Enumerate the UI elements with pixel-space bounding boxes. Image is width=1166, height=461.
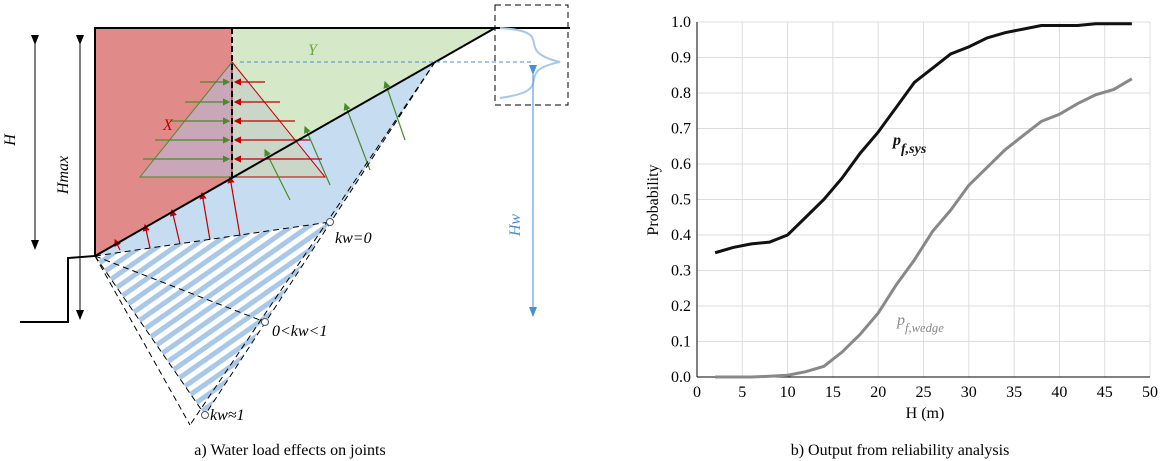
y-tick-label: 0.7 bbox=[671, 121, 691, 138]
y-tick-label: 0.6 bbox=[671, 156, 691, 173]
x-tick-label: 25 bbox=[916, 384, 932, 401]
x-tick-label: 40 bbox=[1051, 384, 1067, 401]
chart: H (m) Probability 0 5 10 15 20 25 30 35 40 45 50 0.… bbox=[645, 14, 1158, 422]
series-label: pf,sys bbox=[891, 132, 927, 157]
y-tick-label: 0.1 bbox=[671, 334, 691, 351]
y-tick-label: 0.3 bbox=[671, 263, 691, 280]
label-hmax: Hmax bbox=[55, 156, 72, 195]
y-tick-label: 0.9 bbox=[671, 50, 691, 67]
y-tick-label: 0.8 bbox=[671, 85, 691, 102]
y-tick-label: 0.5 bbox=[671, 192, 691, 209]
diagram: H Hmax X Y Hw kw=0 0<kw<1 kw≈1 a) Water … bbox=[2, 4, 1010, 459]
rock-block-x bbox=[95, 28, 232, 256]
series-line bbox=[715, 77, 1133, 379]
y-tick-label: 0.4 bbox=[671, 227, 691, 244]
joint bbox=[94, 27, 496, 257]
label-y: Y bbox=[308, 42, 319, 59]
label-x: X bbox=[162, 117, 174, 134]
x-tick-label: 10 bbox=[780, 384, 796, 401]
arrows-green bbox=[143, 78, 406, 201]
dashed-lines bbox=[94, 4, 569, 426]
series-label: pf,wedge bbox=[896, 312, 944, 335]
caption-a: a) Water load effects on joints bbox=[194, 442, 385, 459]
y-tick-label: 1.0 bbox=[671, 14, 691, 31]
x-tick-label: 45 bbox=[1097, 384, 1113, 401]
x-tick-label: 5 bbox=[738, 384, 746, 401]
y-tick-label: 0.2 bbox=[671, 298, 691, 315]
label-h: H bbox=[2, 133, 19, 147]
x-tick-label: 20 bbox=[870, 384, 886, 401]
x-tick-label: 30 bbox=[961, 384, 977, 401]
label-kw-mid: 0<kw<1 bbox=[272, 323, 327, 340]
series-line bbox=[714, 22, 1132, 255]
x-tick-label: 0 bbox=[693, 384, 701, 401]
hatched-zone bbox=[95, 222, 330, 415]
x-tick-label: 35 bbox=[1006, 384, 1022, 401]
label-kw0: kw=0 bbox=[335, 230, 372, 247]
label-hw: Hw bbox=[507, 214, 524, 238]
caption-b: b) Output from reliability analysis bbox=[791, 442, 1010, 459]
x-tick-label: 50 bbox=[1142, 384, 1158, 401]
x-axis-label: H (m) bbox=[906, 405, 945, 422]
label-kw1: kw≈1 bbox=[210, 407, 245, 424]
x-tick-label: 15 bbox=[825, 384, 841, 401]
y-tick-label: 0.0 bbox=[671, 369, 691, 386]
distribution-curve bbox=[499, 27, 561, 99]
y-axis-label: Probability bbox=[645, 164, 662, 235]
